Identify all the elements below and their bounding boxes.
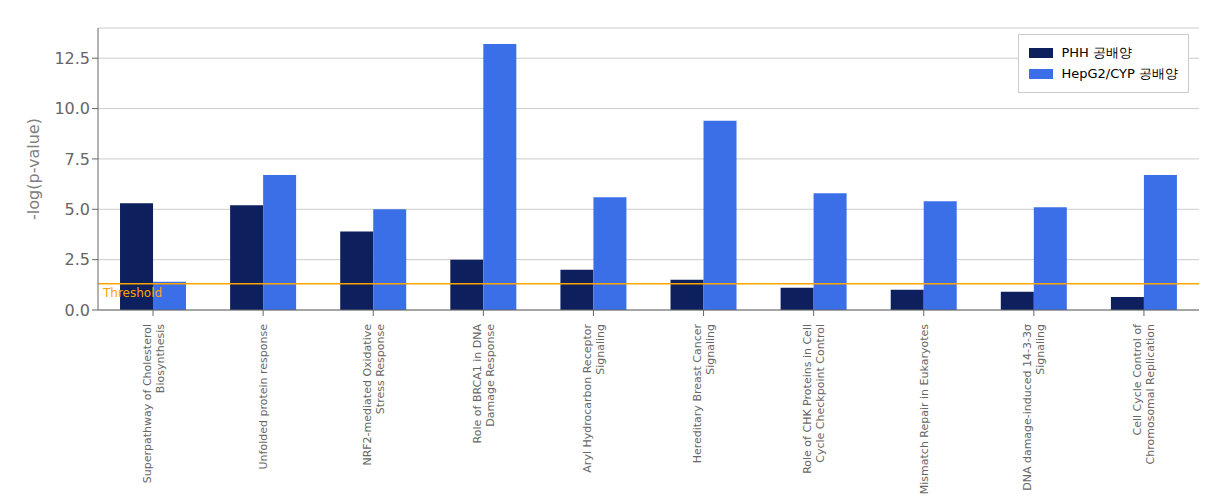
svg-text:Role of CHK Proteins in CellCy: Role of CHK Proteins in CellCycle Checkp… bbox=[801, 324, 827, 474]
svg-text:0.0: 0.0 bbox=[65, 301, 90, 320]
svg-text:Mismatch Repair in Eukaryotes: Mismatch Repair in Eukaryotes bbox=[917, 324, 930, 494]
svg-text:DNA damage-induced 14-3-3σSign: DNA damage-induced 14-3-3σSignaling bbox=[1021, 324, 1047, 491]
svg-text:10.0: 10.0 bbox=[54, 99, 90, 118]
svg-text:12.5: 12.5 bbox=[54, 49, 90, 68]
svg-text:7.5: 7.5 bbox=[65, 150, 90, 169]
svg-text:Aryl Hydrocarbon ReceptorSigna: Aryl Hydrocarbon ReceptorSignaling bbox=[580, 324, 606, 473]
svg-text:Unfolded protein response: Unfolded protein response bbox=[257, 324, 270, 470]
html-text:HepG2/CYP 공배양: HepG2/CYP 공배양 bbox=[1061, 66, 1178, 81]
svg-text:Threshold: Threshold bbox=[102, 286, 162, 300]
svg-text:Hereditary Breast CancerSignal: Hereditary Breast CancerSignaling bbox=[691, 324, 717, 464]
svg-text:5.0: 5.0 bbox=[65, 200, 90, 219]
svg-text:NRF2-mediated OxidativeStress: NRF2-mediated OxidativeStress Response bbox=[360, 324, 386, 466]
svg-text:-log(p-value): -log(p-value) bbox=[24, 118, 43, 220]
svg-text:Superpathway of CholesterolBio: Superpathway of CholesterolBiosynthesis bbox=[140, 324, 166, 483]
svg-text:Cell Cycle Control ofChromosom: Cell Cycle Control ofChromosomal Replica… bbox=[1131, 323, 1157, 465]
svg-text:Role of BRCA1 in DNADamage Res: Role of BRCA1 in DNADamage Response bbox=[470, 324, 496, 444]
svg-text:2.5: 2.5 bbox=[65, 250, 90, 269]
html-text:PHH 공배양: PHH 공배양 bbox=[1061, 45, 1132, 60]
